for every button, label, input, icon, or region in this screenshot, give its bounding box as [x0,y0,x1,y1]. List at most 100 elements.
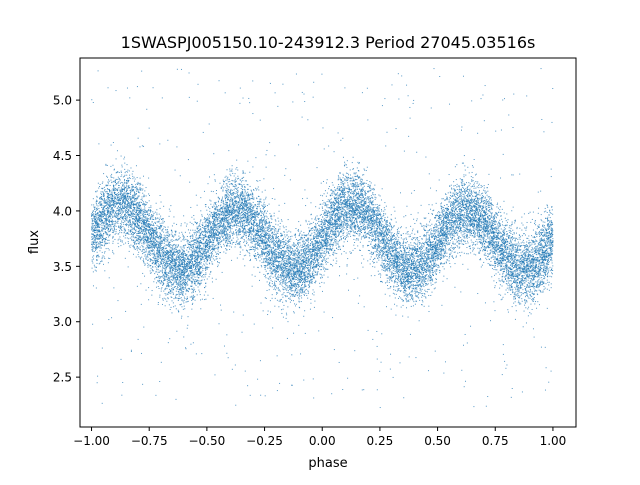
data-point [166,264,168,266]
data-point [426,252,428,254]
data-point [101,182,103,184]
data-point [111,181,113,183]
data-point [390,308,392,310]
data-point [184,258,186,260]
data-point [168,256,170,258]
data-point [357,197,359,199]
data-point [492,232,494,234]
data-point [398,236,400,238]
data-point [170,239,172,241]
data-point [446,219,448,221]
data-point [127,194,129,196]
data-point [309,249,311,251]
data-point [156,246,158,248]
data-point [491,242,493,244]
data-point [479,203,481,205]
data-point [105,217,107,219]
data-point [429,248,431,250]
data-point [334,199,336,201]
data-point [126,207,128,209]
data-point [170,270,172,272]
data-point [171,279,173,281]
data-point [422,264,424,266]
data-point [433,68,435,70]
data-point [410,271,412,273]
data-point [479,234,481,236]
data-point [177,244,179,246]
data-point [185,263,187,265]
data-point [550,259,551,261]
data-point [346,221,348,223]
data-point [443,211,445,213]
data-point [109,226,111,228]
data-point [143,205,145,207]
data-point [147,225,149,227]
data-point [551,260,553,262]
data-point [357,233,359,235]
data-point [92,248,94,250]
data-point [165,266,167,268]
data-point [483,238,485,240]
data-point [303,277,305,279]
data-point [132,178,134,180]
data-point [309,239,311,241]
data-point [536,228,538,230]
data-point [245,240,247,242]
data-point [194,259,196,261]
data-point [110,196,112,198]
data-point [395,267,397,269]
data-point [121,220,123,222]
data-point [466,212,468,214]
data-point [387,216,389,218]
data-point [181,260,183,262]
data-point [445,242,447,244]
data-point [229,225,231,227]
data-point [368,190,370,192]
data-point [98,202,100,204]
data-point [360,189,362,191]
data-point [405,237,407,239]
data-point [112,198,114,200]
data-point [130,191,132,193]
data-point [221,222,223,224]
data-point [156,212,158,214]
data-point [453,215,455,217]
data-point [193,289,195,291]
data-point [472,244,474,246]
data-point [474,215,476,217]
data-point [175,244,177,246]
data-point [228,220,230,222]
data-point [359,180,361,182]
data-point [166,288,168,290]
data-point [436,259,438,261]
data-point [440,257,442,259]
data-point [205,239,207,241]
data-point [286,234,288,236]
data-point [542,251,544,253]
data-point [448,222,450,224]
data-point [511,223,513,225]
data-point [303,286,305,288]
data-point [293,277,295,279]
data-point [499,257,501,259]
data-point [482,244,484,246]
data-point [538,244,540,246]
data-point [196,279,198,281]
data-point [546,234,548,236]
data-point [217,242,219,244]
data-point [151,229,153,231]
data-point [532,251,534,253]
data-point [315,219,317,221]
data-point [497,248,499,250]
data-point [275,243,277,245]
data-point [289,257,291,259]
data-point [462,207,464,209]
data-point [410,286,412,288]
data-point [350,235,352,237]
data-point [528,276,530,278]
data-point [296,239,298,240]
data-point [161,239,163,241]
data-point [359,230,361,232]
data-point [446,212,448,214]
data-point [345,252,347,254]
